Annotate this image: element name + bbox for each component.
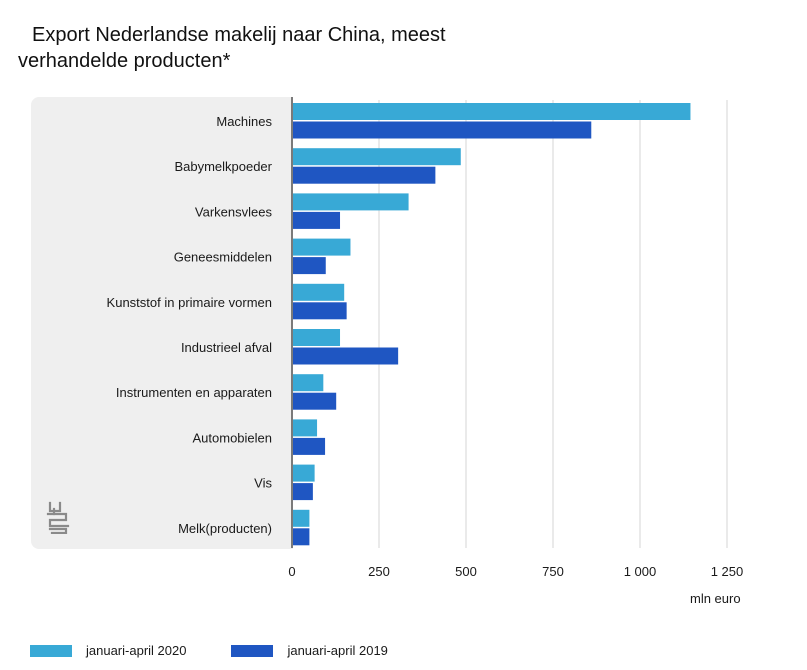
bar-2020	[292, 283, 345, 301]
bar-2020	[292, 419, 318, 437]
bar-2019	[292, 166, 436, 184]
bar-2019	[292, 211, 341, 229]
title-line-1: Export Nederlandse makelij naar China, m…	[32, 24, 446, 46]
x-tick-label: 750	[542, 564, 564, 579]
category-label: Industrieel afval	[181, 340, 272, 355]
bar-2020	[292, 464, 315, 482]
bar-2019	[292, 121, 592, 139]
category-label-panel	[31, 97, 293, 549]
bar-chart: Machines Babymelkpoeder Varkensvlees Genees…	[107, 97, 743, 579]
legend-swatch-2019	[231, 644, 274, 657]
bar-2019	[292, 257, 326, 275]
legend-swatch-2020	[30, 644, 72, 657]
bar-2019	[292, 347, 399, 365]
category-label: Automobielen	[193, 430, 273, 445]
x-tick-labels: 0 250 500 750 1 000 1 250	[288, 564, 743, 579]
category-label: Vis	[254, 476, 272, 491]
category-label: Geneesmiddelen	[174, 250, 272, 265]
category-label: Babymelkpoeder	[174, 159, 272, 174]
bar-2020	[292, 329, 341, 346]
cbs-logo-icon	[46, 501, 70, 534]
legend-item-2020: januari-april 2020	[30, 643, 186, 658]
bar-2019	[292, 437, 326, 455]
bar-2020	[292, 103, 691, 120]
category-labels: Machines Babymelkpoeder Varkensvlees Genees…	[107, 114, 273, 536]
category-label: Varkensvlees	[195, 204, 273, 219]
bar-2020	[292, 148, 461, 166]
bar-2019	[292, 528, 310, 546]
category-label: Kunststof in primaire vormen	[107, 295, 272, 310]
bar-2019	[292, 483, 313, 501]
category-label: Machines	[216, 114, 272, 129]
x-axis-unit-label: mln euro	[690, 591, 741, 606]
title-line-2: verhandelde producten*	[18, 50, 231, 72]
x-tick-label: 500	[455, 564, 477, 579]
category-label: Instrumenten en apparaten	[116, 385, 272, 400]
bar-2020	[292, 238, 351, 256]
legend-label-2019: januari-april 2019	[287, 643, 388, 658]
legend: januari-april 2020 januari-april 2019	[30, 643, 433, 658]
x-tick-label: 0	[288, 564, 295, 579]
x-tick-label: 1 250	[711, 564, 744, 579]
chart-title: Export Nederlandse makelij naar China, m…	[18, 22, 578, 74]
legend-label-2020: januari-april 2020	[86, 643, 187, 658]
x-tick-label: 1 000	[624, 564, 657, 579]
bar-2019	[292, 302, 347, 320]
bar-2020	[292, 509, 310, 527]
legend-item-2019: januari-april 2019	[231, 643, 388, 658]
x-tick-label: 250	[368, 564, 390, 579]
bar-2019	[292, 392, 337, 410]
category-label: Melk(producten)	[178, 521, 272, 536]
bars	[292, 103, 691, 546]
bar-2020	[292, 193, 409, 211]
bar-2020	[292, 374, 324, 392]
gridlines	[378, 100, 728, 548]
